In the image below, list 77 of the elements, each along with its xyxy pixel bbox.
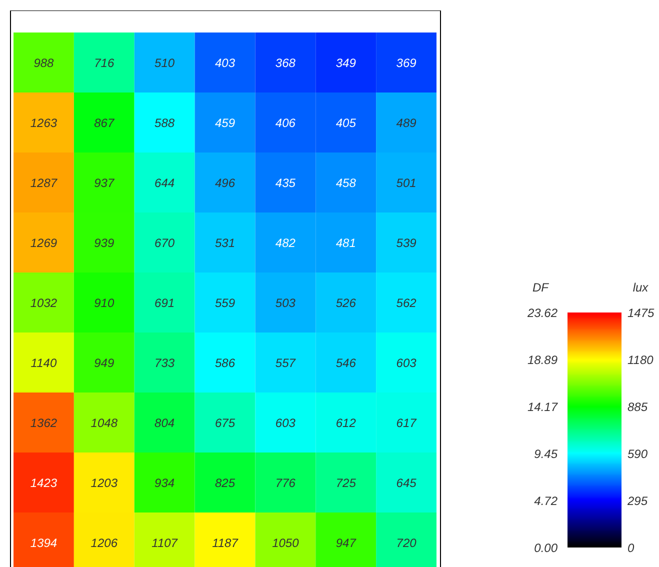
color-bar-label: 295 [626, 494, 648, 508]
data-label: 406 [275, 116, 296, 130]
data-label: 559 [214, 296, 236, 310]
data-label: 458 [336, 176, 356, 190]
data-label: 1203 [90, 476, 118, 490]
data-label: 369 [396, 56, 417, 70]
data-label: 1050 [272, 536, 300, 550]
data-label: 403 [214, 56, 236, 70]
data-label: 1107 [152, 536, 179, 550]
data-label: 720 [396, 536, 417, 550]
color-bar-label: 1180 [628, 353, 654, 367]
data-label: 510 [154, 56, 175, 70]
data-label: 368 [275, 56, 296, 70]
data-label: 988 [34, 56, 54, 70]
data-label: 947 [336, 536, 358, 550]
data-label: 349 [336, 56, 356, 70]
data-label: 481 [336, 236, 356, 250]
data-label: 603 [275, 416, 296, 430]
color-bar-label: 590 [628, 447, 648, 461]
color-bar-label: 885 [628, 400, 648, 414]
text: 0.00 [534, 541, 558, 555]
data-label: 733 [154, 356, 175, 370]
data-label: 691 [154, 296, 175, 310]
data-label: 675 [214, 416, 236, 430]
data-label: 617 [396, 416, 418, 430]
data-label: 949 [94, 356, 114, 370]
text: DF [532, 280, 550, 294]
data-label: 459 [214, 116, 236, 130]
data-label: 937 [94, 176, 116, 190]
data-label: 562 [396, 296, 417, 310]
data-label: 1423 [30, 476, 58, 490]
data-label: 612 [336, 416, 356, 430]
data-label: 1269 [30, 236, 58, 250]
data-label: 644 [154, 176, 175, 190]
data-label: 1287 [30, 176, 58, 190]
data-label: 1394 [30, 536, 58, 550]
data-label: 804 [154, 416, 175, 430]
data-label: 526 [336, 296, 356, 310]
text: 9.45 [534, 447, 558, 461]
text: 23.62 [526, 306, 558, 320]
data-label: 645 [396, 476, 417, 490]
text: 14.17 [527, 400, 559, 414]
data-label: 435 [275, 176, 296, 190]
data-label: 603 [396, 356, 417, 370]
data-label: 588 [154, 116, 175, 130]
data-label: 405 [336, 116, 356, 130]
text: 18.89 [527, 353, 558, 367]
data-label: 531 [214, 236, 236, 250]
data-label: 910 [94, 296, 114, 310]
data-label: 482 [275, 236, 296, 250]
color-bar-label: 0 [628, 541, 634, 555]
data-label: 1362 [30, 416, 58, 430]
data-label: 503 [275, 296, 296, 310]
data-label: 1206 [90, 536, 118, 550]
data-label: 489 [396, 116, 417, 130]
data-label: 496 [214, 176, 236, 190]
data-label: 670 [154, 236, 175, 250]
data-label: 501 [396, 176, 416, 190]
data-label: 1187 [212, 536, 240, 550]
data-label: 725 [336, 476, 356, 490]
color-bar-label: 1475 [628, 306, 655, 320]
data-label: 586 [214, 356, 236, 370]
data-label: 716 [94, 56, 114, 70]
data-label: 557 [275, 356, 297, 370]
data-label: 539 [396, 236, 417, 250]
data-label: 825 [214, 476, 236, 490]
text: 4.72 [534, 494, 558, 508]
data-label: 546 [336, 356, 356, 370]
color-bar-title: lux [632, 280, 650, 294]
data-label: 1140 [30, 356, 57, 370]
data-label: 867 [94, 116, 116, 130]
data-label: 1048 [90, 416, 118, 430]
data-label: 1032 [30, 296, 58, 310]
data-label: 939 [94, 236, 114, 250]
data-label: 934 [154, 476, 175, 490]
data-label: 1263 [30, 116, 58, 130]
data-label: 776 [275, 476, 296, 490]
